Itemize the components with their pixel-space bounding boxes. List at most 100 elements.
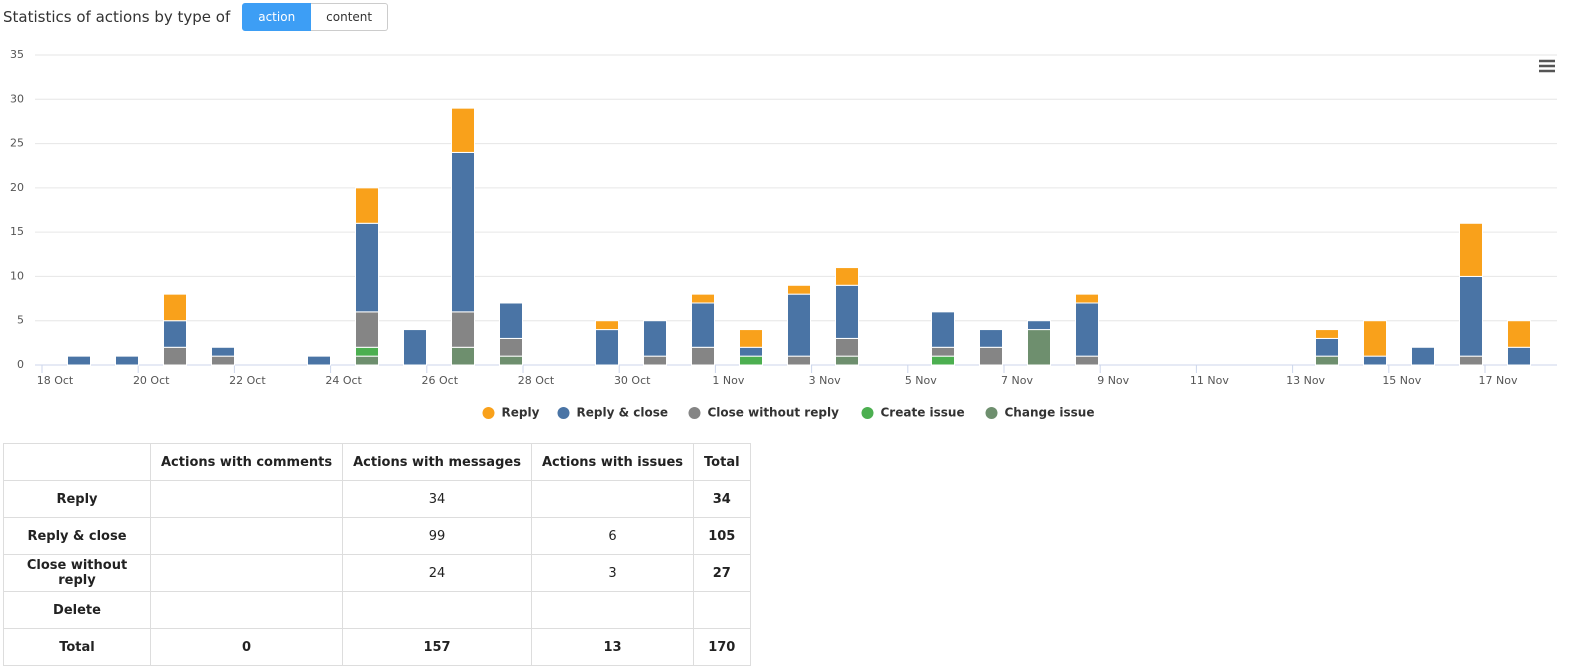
legend-label: Reply <box>502 406 540 420</box>
bar-segment <box>979 346 1003 366</box>
bar-segment <box>835 267 859 286</box>
bar-segment <box>355 187 379 224</box>
bar-segment <box>163 293 187 322</box>
table-cell: 27 <box>693 554 751 592</box>
row-label: Delete <box>3 591 151 629</box>
menu-icon[interactable] <box>1539 59 1555 73</box>
y-tick-label: 5 <box>17 314 24 327</box>
toggle-button[interactable]: action <box>242 3 312 31</box>
bar-segment <box>1363 320 1387 357</box>
x-tick-label: 7 Nov <box>1001 374 1033 387</box>
bar-segment <box>355 222 379 313</box>
table-cell <box>149 517 344 555</box>
bar-segment <box>643 355 667 366</box>
x-tick-label: 11 Nov <box>1190 374 1229 387</box>
table-cell <box>149 591 344 629</box>
bar-segment <box>835 284 859 339</box>
bar-segment <box>835 355 859 366</box>
table-cell: 13 <box>530 628 695 666</box>
bar-segment <box>931 355 955 366</box>
bar-segment <box>451 311 475 348</box>
legend-swatch <box>688 407 701 419</box>
x-tick-label: 24 Oct <box>325 374 362 387</box>
legend-swatch <box>482 407 495 419</box>
legend-item[interactable]: Close without reply <box>688 406 840 420</box>
y-tick-label: 0 <box>17 358 24 371</box>
x-tick-label: 5 Nov <box>905 374 937 387</box>
bar-segment <box>115 355 139 366</box>
title: Statistics of actions by type of <box>3 8 231 26</box>
bar-segment <box>739 355 763 366</box>
bar-segment <box>163 346 187 366</box>
legend-label: Change issue <box>1005 406 1095 420</box>
bar-segment <box>931 311 955 348</box>
bar-segment <box>787 284 811 295</box>
row-label: Total <box>3 628 151 666</box>
x-tick-label: 26 Oct <box>422 374 459 387</box>
y-tick-label: 15 <box>10 225 24 238</box>
column-header: Actions with issues <box>530 443 695 481</box>
x-tick-label: 3 Nov <box>809 374 841 387</box>
bar-segment <box>499 302 523 339</box>
x-tick-label: 9 Nov <box>1097 374 1129 387</box>
bar-segment <box>1027 320 1051 331</box>
bar-segment <box>643 320 667 357</box>
bar-segment <box>355 355 379 366</box>
legend-item[interactable]: Create issue <box>861 406 965 420</box>
bar-segment <box>67 355 91 366</box>
bar-segment <box>739 346 763 357</box>
x-tick-label: 15 Nov <box>1382 374 1421 387</box>
table-row: Close without reply 24 3 27 <box>3 554 751 592</box>
bar-segment <box>979 329 1003 348</box>
bar-segment <box>1315 355 1339 366</box>
legend-swatch <box>557 407 570 419</box>
bar-segment <box>1027 329 1051 366</box>
chart: 0 5 10 15 20 25 30 35 18 Oct 20 Oct 22 Oct 24 Oct 26… <box>10 48 1557 420</box>
legend-item[interactable]: Change issue <box>985 406 1095 420</box>
bar-segment <box>1507 320 1531 348</box>
x-tick-label: 13 Nov <box>1286 374 1325 387</box>
table-cell: 99 <box>342 517 532 555</box>
legend-item[interactable]: Reply <box>482 406 540 420</box>
header-row: Actions with comments Actions with messag… <box>3 443 751 481</box>
column-header: Total <box>693 443 751 481</box>
bar-segment <box>451 151 475 313</box>
legend-label: Create issue <box>881 406 965 420</box>
bar-segment <box>691 302 715 348</box>
bar-segment <box>691 346 715 366</box>
bar-segment <box>739 329 763 348</box>
table-cell <box>530 591 695 629</box>
bar-segment <box>1411 346 1435 366</box>
x-tick-label: 22 Oct <box>229 374 266 387</box>
x-tick-label: 20 Oct <box>133 374 170 387</box>
bar-segment <box>1075 302 1099 357</box>
toggle-button[interactable]: content <box>311 3 389 31</box>
bar-segment <box>931 346 955 357</box>
legend-swatch <box>861 407 874 419</box>
summary-table: Actions with comments Actions with messag… <box>3 443 751 666</box>
bar-segment <box>595 320 619 331</box>
table-cell <box>693 591 751 629</box>
bar-segment <box>835 337 859 357</box>
bar-segment <box>355 311 379 348</box>
y-tick-label: 25 <box>10 137 24 150</box>
y-tick-label: 10 <box>10 269 24 282</box>
bar-segment <box>451 107 475 153</box>
bar-segment <box>1507 346 1531 366</box>
bar-segment <box>691 293 715 304</box>
column-header: Actions with messages <box>342 443 532 481</box>
table-cell <box>149 480 344 518</box>
table-cell <box>530 480 695 518</box>
bar-segment <box>787 355 811 366</box>
table-cell: 34 <box>342 480 532 518</box>
column-header: Actions with comments <box>149 443 344 481</box>
legend-item[interactable]: Reply & close <box>557 406 668 420</box>
table-row: Total 0 157 13 170 <box>3 628 751 666</box>
table-cell <box>342 591 532 629</box>
bar-segment <box>1459 355 1483 366</box>
bar-segment <box>451 346 475 366</box>
row-label: Reply & close <box>3 517 151 555</box>
x-tick-label: 17 Nov <box>1479 374 1518 387</box>
table-cell: 3 <box>530 554 695 592</box>
